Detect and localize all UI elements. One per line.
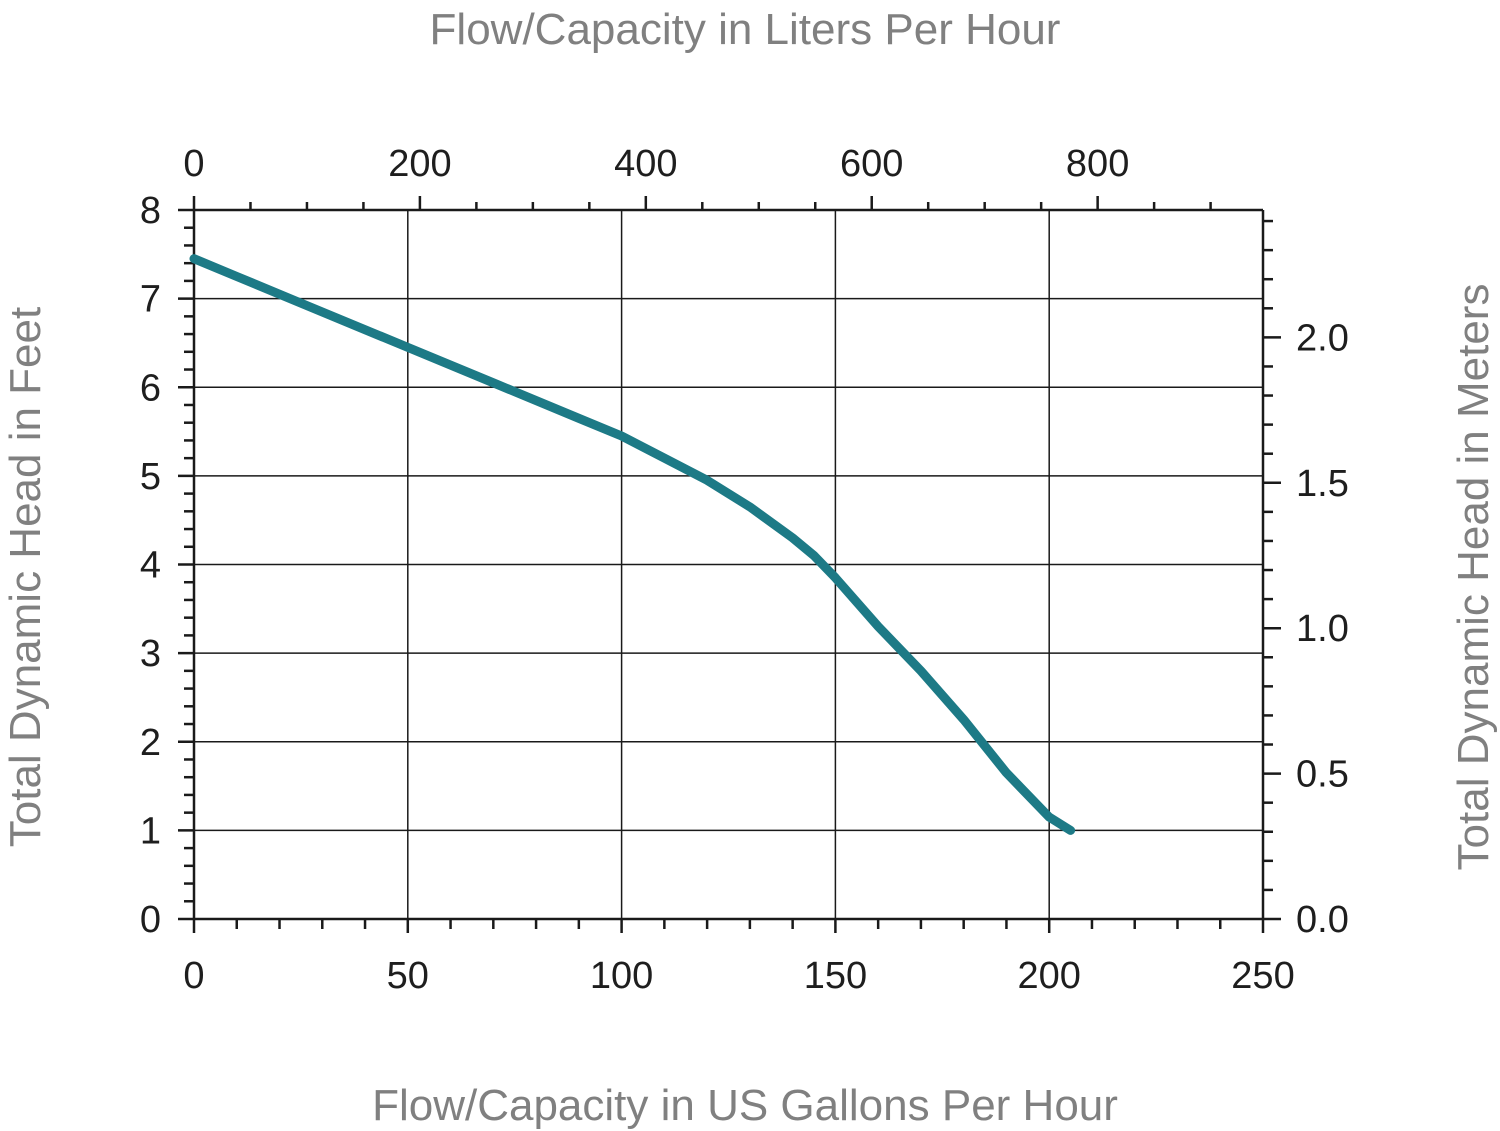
y2-tick-label: 2.0: [1296, 317, 1349, 359]
grid: [192, 208, 1265, 921]
top-x-tick-label: 400: [614, 143, 677, 185]
y2-axis-title: Total Dynamic Head in Meters: [1449, 284, 1498, 871]
x-tick-label: 150: [804, 955, 867, 997]
y2-tick-label: 1.0: [1296, 608, 1349, 650]
x-tick-label: 200: [1017, 955, 1080, 997]
y-tick-label: 6: [140, 367, 161, 409]
top-x-tick-label: 800: [1066, 143, 1129, 185]
y-axis-title: Total Dynamic Head in Feet: [1, 307, 50, 847]
y-tick-label: 0: [140, 899, 161, 941]
x-tick-label: 100: [590, 955, 653, 997]
y-tick-label: 3: [140, 633, 161, 675]
y-tick-label: 8: [140, 190, 161, 232]
y-tick-label: 7: [140, 279, 161, 321]
series-line-performance-curve: [189, 254, 1076, 835]
top-x-tick-label: 0: [183, 143, 204, 185]
x-tick-label: 250: [1231, 955, 1294, 997]
tick-labels: 0 50 100 150 200 250 0 200 400 600 800 0 1 2 3 4 5 6 7 8 0.0…: [140, 143, 1349, 997]
top-x-tick-label: 200: [388, 143, 451, 185]
x-tick-label: 50: [387, 955, 429, 997]
x-axis-title: Flow/Capacity in US Gallons Per Hour: [372, 1081, 1118, 1130]
y2-tick-label: 0.0: [1296, 899, 1349, 941]
y2-tick-label: 0.5: [1296, 754, 1349, 796]
series: [189, 254, 1076, 835]
y-tick-label: 1: [140, 810, 161, 852]
top-x-axis-title: Flow/Capacity in Liters Per Hour: [430, 5, 1061, 54]
y-tick-label: 2: [140, 722, 161, 764]
y-tick-label: 5: [140, 456, 161, 498]
top-x-tick-label: 600: [840, 143, 903, 185]
y2-tick-label: 1.5: [1296, 463, 1349, 505]
y-tick-label: 4: [140, 545, 161, 587]
x-tick-label: 0: [183, 955, 204, 997]
axis-ticks: [178, 196, 1281, 933]
